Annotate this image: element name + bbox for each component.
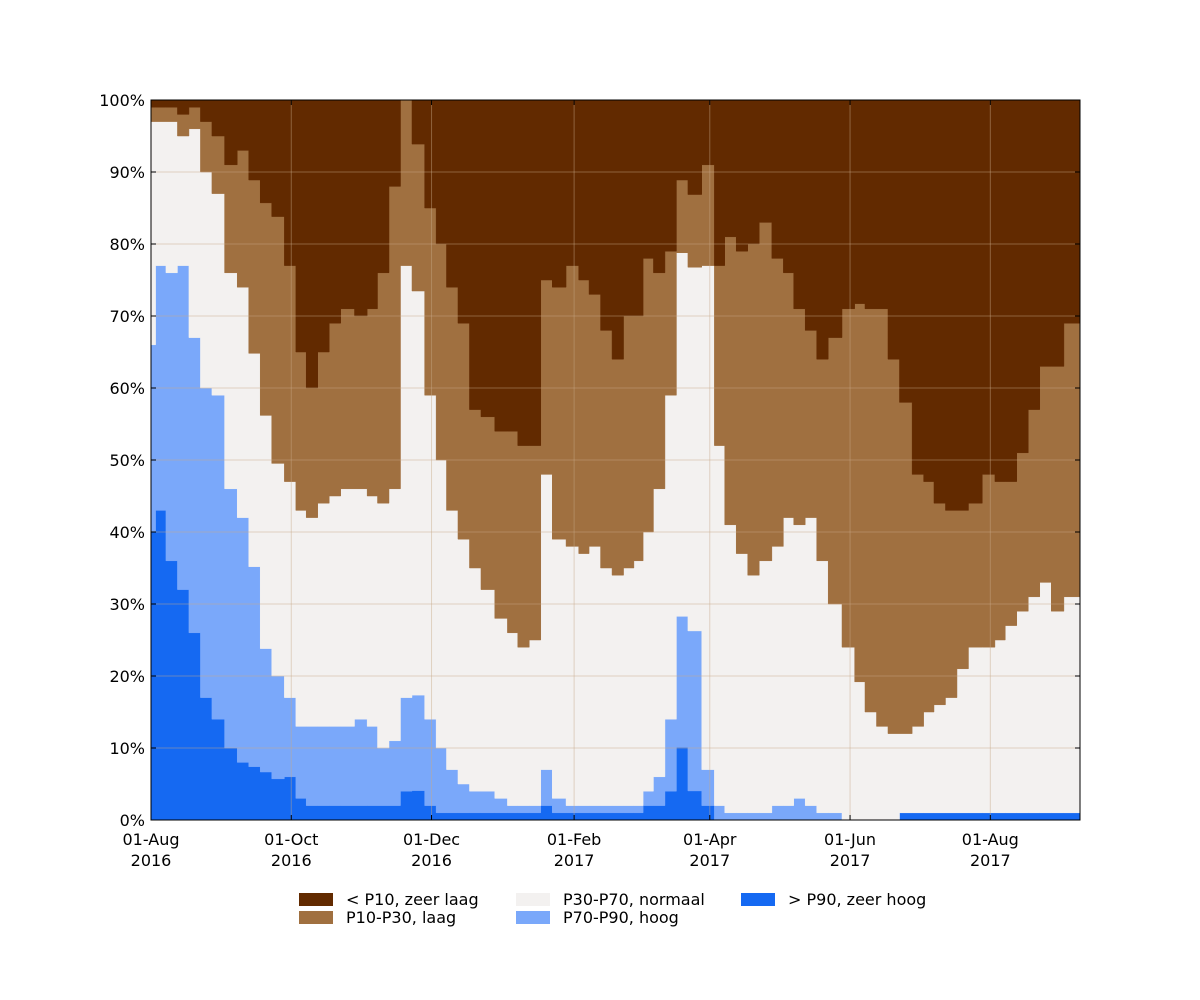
x-tick-year-label: 2016 (131, 851, 172, 870)
y-tick-label: 80% (109, 235, 145, 254)
legend-swatch-p90-zeer-hoog (741, 893, 775, 906)
y-tick-label: 70% (109, 307, 145, 326)
legend-swatch-p30-p70-normaal (516, 893, 550, 906)
x-tick-label: 01-Dec (403, 830, 460, 849)
x-tick-label: 01-Apr (683, 830, 737, 849)
y-tick-label: 60% (109, 379, 145, 398)
legend-swatch-p10-zeer-laag (299, 893, 333, 906)
x-tick-label: 01-Aug (962, 830, 1019, 849)
x-axis: 01-Aug 2016 01-Oct 2016 01-Dec 2016 01-Feb 2017… (122, 100, 1019, 870)
x-tick-label: 01-Aug (122, 830, 179, 849)
y-tick-label: 0% (120, 811, 145, 830)
y-tick-label: 90% (109, 163, 145, 182)
x-tick-label: 01-Jun (824, 830, 876, 849)
x-tick-year-label: 2017 (970, 851, 1011, 870)
legend-swatch-p70-p90-hoog (516, 911, 550, 924)
x-tick-year-label: 2017 (689, 851, 730, 870)
y-tick-label: 50% (109, 451, 145, 470)
legend-label-p10-p30-laag: P10-P30, laag (346, 908, 456, 927)
legend-swatch-p10-p30-laag (299, 911, 333, 924)
y-tick-label: 40% (109, 523, 145, 542)
x-tick-year-label: 2017 (554, 851, 595, 870)
y-tick-label: 20% (109, 667, 145, 686)
x-tick-year-label: 2016 (411, 851, 452, 870)
legend-label-p10-zeer-laag: < P10, zeer laag (346, 890, 479, 909)
area-series-group (150, 99, 1081, 821)
x-tick-year-label: 2016 (271, 851, 312, 870)
legend-label-p90-zeer-hoog: > P90, zeer hoog (788, 890, 926, 909)
x-tick-year-label: 2017 (830, 851, 871, 870)
y-tick-label: 100% (99, 91, 145, 110)
y-tick-label: 30% (109, 595, 145, 614)
x-tick-label: 01-Feb (547, 830, 601, 849)
y-axis: 0% 10% 20% 30% 40% 50% 60% 70% 80% 90% 100% (99, 91, 1080, 830)
legend-label-p30-p70-normaal: P30-P70, normaal (563, 890, 705, 909)
y-tick-label: 10% (109, 739, 145, 758)
grid-lines (151, 100, 1080, 820)
legend-label-p70-p90-hoog: P70-P90, hoog (563, 908, 679, 927)
x-tick-label: 01-Oct (264, 830, 318, 849)
